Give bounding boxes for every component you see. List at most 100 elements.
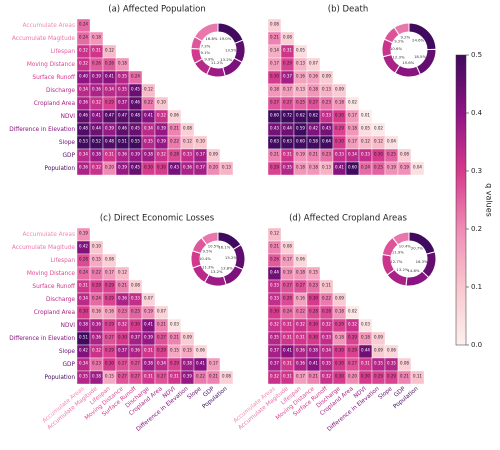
cell-label: 0.32: [348, 322, 357, 327]
cell-label: 0.36: [92, 87, 101, 92]
cell-label: 0.18: [348, 126, 357, 131]
colorbar-tick-label: 0.0: [471, 341, 482, 349]
cell-label: 0.42: [79, 348, 88, 353]
cell-label: 0.36: [296, 348, 305, 353]
cell-label: 0.37: [270, 361, 279, 366]
cell-label: 0.29: [105, 283, 114, 288]
cell-label: 0.04: [413, 165, 422, 170]
donut-label: 13.8%: [221, 266, 233, 271]
cell-label: 0.26: [270, 257, 279, 262]
cell-label: 0.32: [92, 348, 101, 353]
cell-label: 0.27: [105, 335, 114, 340]
cell-label: 0.34: [157, 361, 166, 366]
cell-label: 0.12: [118, 270, 127, 275]
cell-label: 0.26: [105, 61, 114, 66]
cell-label: 0.31: [79, 283, 88, 288]
cell-label: 0.11: [322, 283, 331, 288]
cell-label: 0.04: [387, 139, 396, 144]
cell-label: 0.21: [309, 152, 318, 157]
cell-label: 0.30: [157, 165, 166, 170]
cell-label: 0.35: [322, 361, 331, 366]
cell-label: 0.27: [118, 361, 127, 366]
row-label: Moving Distance: [27, 62, 76, 68]
cell-label: 0.23: [92, 361, 101, 366]
cell-label: 0.58: [309, 139, 318, 144]
panel-title: (b) Death: [328, 5, 368, 15]
cell-label: 0.27: [283, 100, 292, 105]
cell-label: 0.32: [79, 48, 88, 53]
cell-label: 0.34: [79, 87, 88, 92]
cell-label: 0.30: [309, 322, 318, 327]
cell-label: 0.06: [296, 257, 305, 262]
cell-label: 0.30: [105, 361, 114, 366]
row-label: Population: [45, 375, 76, 381]
cell-label: 0.38: [92, 152, 101, 157]
cell-label: 0.10: [157, 100, 166, 105]
cell-label: 0.03: [361, 322, 370, 327]
cell-label: 0.27: [157, 374, 166, 379]
cell-label: 0.51: [118, 139, 127, 144]
row-label: Cropland Area: [34, 310, 76, 316]
cell-label: 0.08: [270, 22, 279, 27]
row-label: GDP: [63, 153, 76, 159]
donut-label: 13.2%: [220, 57, 232, 62]
colorbar-label: q values: [485, 183, 494, 217]
panel-title: (d) Affected Cropland Areas: [289, 214, 407, 224]
cell-label: 0.20: [209, 165, 218, 170]
cell-label: 0.08: [131, 283, 140, 288]
donut-segment: [391, 231, 410, 246]
cell-label: 0.33: [361, 152, 370, 157]
cell-label: 0.22: [296, 309, 305, 314]
cell-label: 0.30: [270, 74, 279, 79]
cell-label: 0.28: [283, 296, 292, 301]
cell-label: 0.18: [270, 87, 279, 92]
cell-label: 0.15: [183, 348, 192, 353]
cell-label: 0.05: [361, 126, 370, 131]
cell-label: 0.17: [283, 257, 292, 262]
cell-label: 0.32: [322, 322, 331, 327]
cell-label: 0.30: [79, 309, 88, 314]
cell-label: 0.35: [283, 165, 292, 170]
cell-label: 0.02: [348, 309, 357, 314]
cell-label: 0.23: [309, 283, 318, 288]
cell-label: 0.17: [283, 87, 292, 92]
cell-label: 0.31: [144, 348, 153, 353]
cell-label: 0.09: [335, 296, 344, 301]
cell-label: 0.34: [79, 361, 88, 366]
heatmap-cell: [219, 161, 234, 176]
cell-label: 0.21: [118, 283, 127, 288]
cell-label: 0.46: [79, 113, 88, 118]
cell-label: 0.09: [335, 87, 344, 92]
cell-label: 0.29: [105, 322, 114, 327]
cell-label: 0.12: [183, 139, 192, 144]
cell-label: 0.15: [309, 270, 318, 275]
donut-label: 10.6%: [390, 46, 402, 51]
cell-label: 0.16: [309, 74, 318, 79]
cell-label: 0.39: [92, 74, 101, 79]
colorbar-tick-label: 0.1: [471, 283, 482, 291]
cell-label: 0.31: [170, 374, 179, 379]
cell-label: 0.41: [92, 113, 101, 118]
cell-label: 0.29: [157, 348, 166, 353]
cell-label: 0.18: [296, 165, 305, 170]
cell-label: 0.32: [157, 152, 166, 157]
cell-label: 0.15: [105, 374, 114, 379]
cell-label: 0.46: [118, 126, 127, 131]
donut-label: 16.1%: [218, 245, 230, 250]
donut-segment: [393, 22, 410, 36]
cell-label: 0.12: [361, 139, 370, 144]
cell-label: 0.34: [79, 152, 88, 157]
cell-label: 0.30: [131, 322, 140, 327]
cell-label: 0.60: [296, 139, 305, 144]
cell-label: 0.19: [283, 270, 292, 275]
cell-label: 0.37: [283, 74, 292, 79]
cell-label: 0.17: [105, 270, 114, 275]
cell-label: 0.55: [131, 139, 140, 144]
cell-label: 0.43: [270, 126, 279, 131]
cell-label: 0.18: [309, 87, 318, 92]
cell-label: 0.12: [270, 231, 279, 236]
cell-label: 0.31: [92, 48, 101, 53]
cell-label: 0.44: [270, 270, 279, 275]
cell-label: 0.29: [270, 165, 279, 170]
cell-label: 0.64: [322, 139, 331, 144]
